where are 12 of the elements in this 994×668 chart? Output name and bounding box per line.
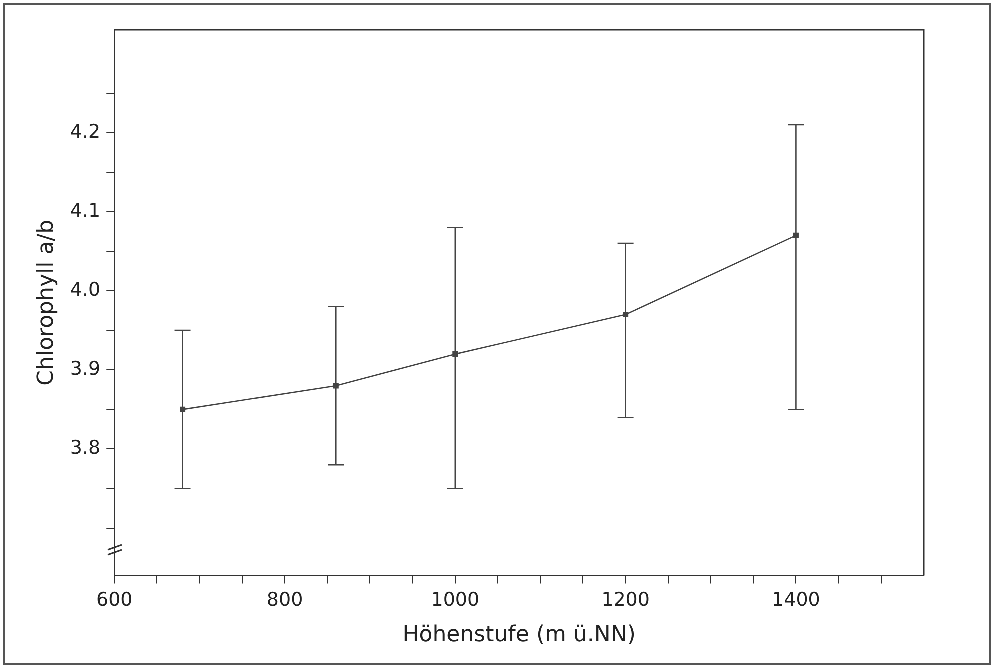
- y-tick-label: 4.2: [70, 120, 101, 143]
- x-tick-label: 800: [266, 589, 304, 612]
- y-axis-title: Chlorophyll a/b: [34, 220, 59, 386]
- x-tick-label: 600: [96, 589, 133, 612]
- y-tick-label: 3.8: [70, 437, 101, 460]
- y-tick-label: 4.1: [70, 200, 101, 222]
- y-tick-label: 4.0: [70, 278, 101, 301]
- x-tick-label: 1000: [431, 589, 480, 612]
- x-tick-label: 1400: [772, 589, 820, 612]
- y-tick-label: 3.9: [70, 358, 101, 380]
- x-tick-label: 1200: [602, 589, 650, 612]
- x-axis-title: Höhenstufe (m ü.NN): [402, 622, 636, 648]
